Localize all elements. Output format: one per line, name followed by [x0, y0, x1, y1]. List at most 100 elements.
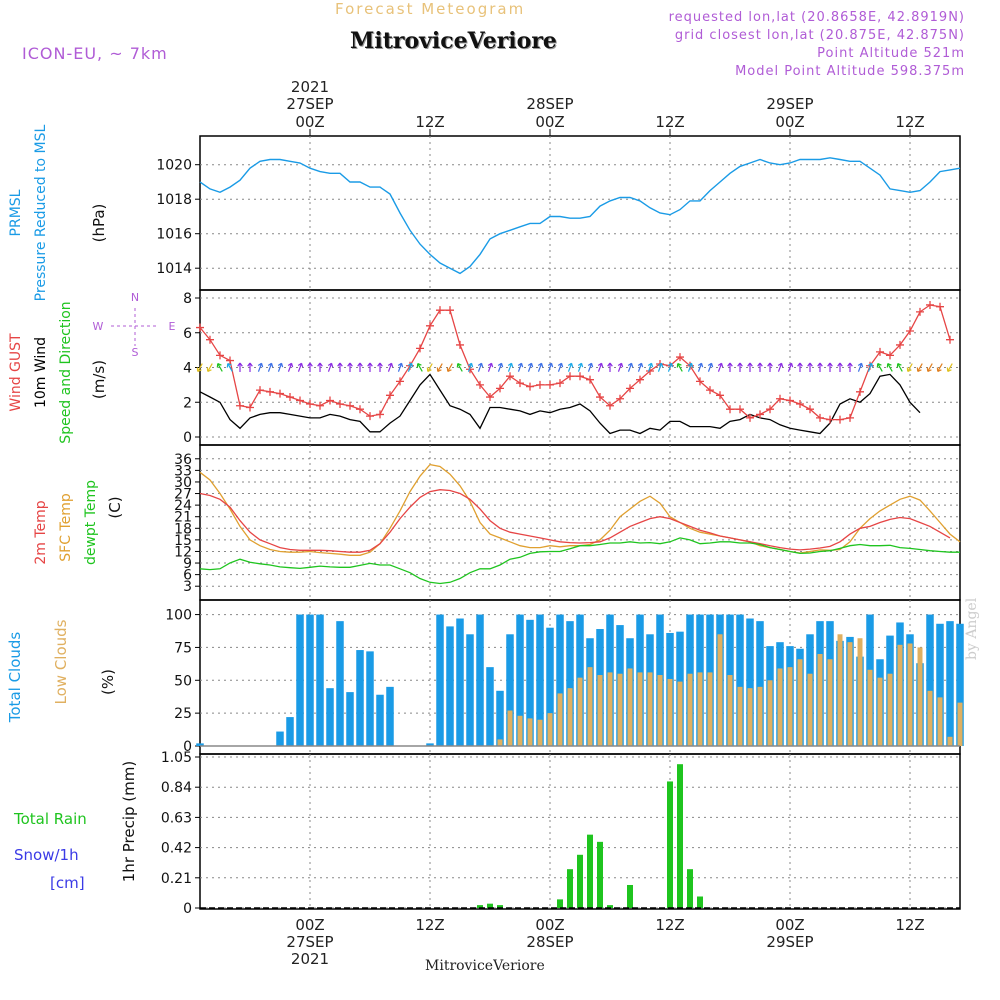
gust-marker: [936, 302, 944, 311]
bottom-time-label-5: 12Z: [895, 916, 924, 934]
total-cloud-bar: [476, 614, 484, 746]
wind-direction-arrow: [507, 363, 513, 372]
gust-marker: [446, 306, 454, 315]
gust-marker: [896, 340, 904, 349]
pressure-tick-label: 1016: [156, 227, 192, 243]
low-cloud-bar: [937, 697, 943, 746]
wind-direction-arrow: [707, 363, 713, 372]
wind-tick-label: 2: [183, 395, 192, 411]
wind-arrow-head: [886, 363, 892, 368]
precip-tick-label: 0.21: [161, 871, 192, 887]
precip-bar: [577, 854, 583, 908]
wind-direction-arrow: [717, 363, 723, 372]
low-cloud-bar: [647, 672, 653, 746]
precip-bar: [587, 834, 593, 908]
snow-unit-label: [cm]: [50, 874, 85, 892]
total-cloud-bar: [436, 614, 444, 746]
low-cloud-bar: [687, 673, 693, 746]
dewpt-line: [199, 537, 960, 585]
wind-direction-arrow: [477, 363, 483, 372]
wind-arrow-head: [527, 362, 534, 368]
wind-arrow-head: [727, 362, 733, 367]
total-cloud-bar: [346, 692, 354, 746]
wind-direction-arrow: [217, 363, 223, 372]
wind-direction-arrow: [787, 363, 793, 372]
wind-direction-arrow: [287, 363, 293, 372]
low-cloud-bar: [847, 642, 853, 746]
wind-arrow-head: [617, 362, 624, 368]
wind-arrow-head: [577, 362, 584, 368]
gust-marker: [916, 307, 924, 316]
wind-direction-arrow: [557, 363, 563, 372]
low-cloud-bar: [527, 718, 533, 746]
gust-marker: [576, 372, 584, 381]
wind-direction-arrow: [467, 363, 473, 372]
gust-marker: [396, 377, 404, 386]
gust-marker: [626, 384, 634, 393]
wind-arrow-head: [607, 362, 613, 367]
wind-arrow-head: [267, 362, 274, 368]
wind-direction-arrow: [937, 363, 943, 372]
total-cloud-bar: [536, 614, 544, 746]
wind-direction-arrow: [277, 363, 283, 372]
precip-bar: [677, 764, 683, 908]
compass-e-label: E: [169, 320, 176, 333]
wind-direction-arrow: [877, 363, 883, 372]
gust-marker: [676, 353, 684, 362]
wind-arrow-head: [857, 362, 864, 368]
gust-marker: [776, 394, 784, 403]
total-rain-label: Total Rain: [13, 810, 87, 828]
pressure-label-line2: Pressure Reduced to MSL: [33, 124, 49, 301]
bottom-date-label: 27SEP: [286, 933, 333, 951]
gust-marker: [766, 405, 774, 414]
total-cloud-bar: [306, 614, 314, 746]
wind-direction-arrow: [267, 363, 273, 372]
wind-arrow-head: [876, 363, 882, 368]
total-cloud-bar: [486, 667, 494, 746]
wind-direction-arrow: [687, 363, 693, 372]
wind-arrow-head: [587, 362, 594, 368]
wind-arrow-head: [627, 362, 634, 368]
precip-bar: [477, 905, 483, 908]
wind-arrow-head: [307, 362, 313, 367]
gust-marker: [296, 396, 304, 405]
wind-arrow-head: [657, 362, 664, 368]
low-cloud-bar: [537, 719, 543, 746]
wind-arrow-head: [896, 363, 902, 368]
total-cloud-bar: [326, 688, 334, 746]
wind-arrow-head: [647, 362, 654, 368]
wind-arrow-head: [767, 362, 773, 367]
temp-tick-label: 12: [174, 544, 192, 560]
wind-direction-arrow: [227, 363, 233, 372]
low-cloud-bar: [577, 677, 583, 746]
wind-tick-label: 0: [183, 430, 192, 446]
wind-direction-arrow: [857, 363, 863, 372]
top-date-label: 27SEP: [286, 95, 333, 113]
precip-bar: [687, 869, 693, 908]
wind-arrow-head: [547, 362, 554, 368]
panel-frame-2: [199, 444, 961, 601]
low-cloud-bar: [717, 634, 723, 746]
temp-tick-label: 3: [183, 579, 192, 595]
wind-direction-arrow: [497, 363, 503, 372]
low-cloud-bar: [837, 634, 843, 746]
low-cloud-bar: [777, 668, 783, 746]
clouds-tick-label: 25: [174, 706, 192, 722]
low-cloud-bar: [547, 713, 553, 746]
low-cloud-bar: [567, 688, 573, 746]
total-cloud-bar: [466, 634, 474, 746]
bottom-time-label-0: 00Z: [295, 916, 324, 934]
snow-label: Snow/1h: [14, 846, 79, 864]
wind-direction-arrow: [577, 363, 583, 372]
precip-tick-label: 0: [183, 901, 192, 917]
wind-direction-arrow: [457, 363, 463, 372]
wind-direction-label: Speed and Direction: [58, 301, 74, 443]
gust-marker: [886, 351, 894, 360]
gust-marker: [516, 379, 524, 388]
total-cloud-bar: [386, 686, 394, 746]
low-cloud-bar: [797, 659, 803, 746]
bottom-date-label: 29SEP: [766, 933, 813, 951]
gust-marker: [386, 391, 394, 400]
total-cloud-bar: [356, 650, 364, 746]
wind-gust-label: Wind GUST: [8, 333, 24, 412]
